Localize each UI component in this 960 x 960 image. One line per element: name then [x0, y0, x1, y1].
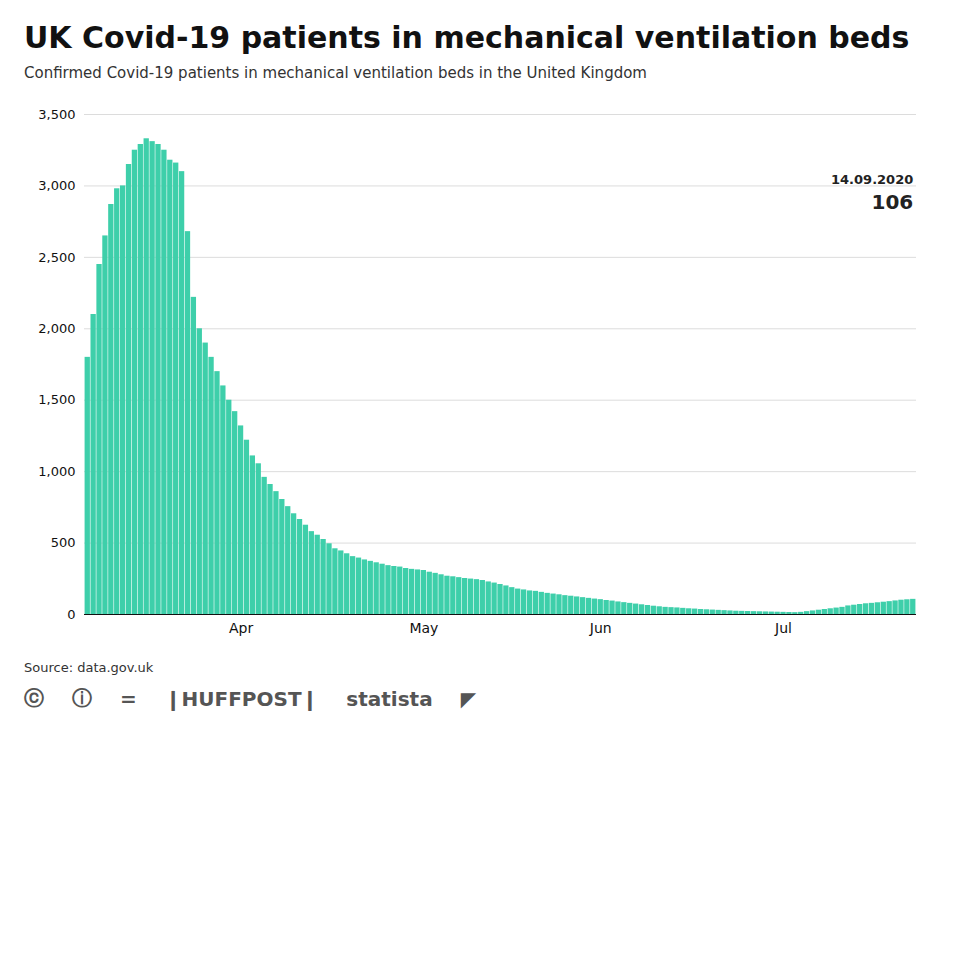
svg-text:1,500: 1,500 [38, 392, 75, 407]
svg-text:3,000: 3,000 [38, 178, 75, 193]
svg-text:2,500: 2,500 [38, 250, 75, 265]
html-text:Confirmed Covid-19 patients in: Confirmed Covid-19 patients in mechanica… [24, 64, 647, 82]
svg-text:Apr: Apr [229, 620, 253, 636]
html-text:UK Covid-19 patients in mechan: UK Covid-19 patients in mechanical venti… [24, 20, 910, 55]
html-text:Source: data.gov.uk: Source: data.gov.uk [24, 660, 154, 675]
svg-text:14.09.2020: 14.09.2020 [831, 172, 913, 187]
svg-text:May: May [409, 620, 438, 636]
svg-text:Jul: Jul [774, 620, 792, 636]
svg-text:500: 500 [51, 535, 76, 550]
svg-text:1,000: 1,000 [38, 464, 75, 479]
svg-text:106: 106 [872, 190, 914, 214]
svg-text:3,500: 3,500 [38, 107, 75, 122]
svg-text:2,000: 2,000 [38, 321, 75, 336]
html-text:❙HUFFPOST❙: ❙HUFFPOST❙ [164, 686, 319, 711]
svg-text:0: 0 [67, 607, 75, 622]
svg-text:Jun: Jun [589, 620, 612, 636]
html-text:statista: statista [346, 686, 433, 711]
